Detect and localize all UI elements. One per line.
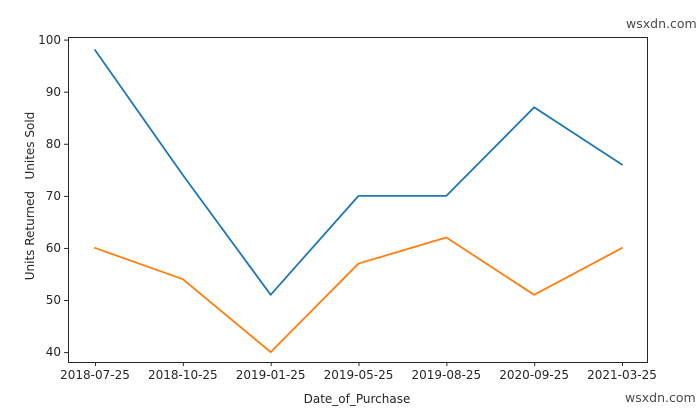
series-line-units-returned [94, 236, 623, 354]
axes-spines [68, 37, 648, 363]
series-line-unites-sold [94, 49, 623, 296]
